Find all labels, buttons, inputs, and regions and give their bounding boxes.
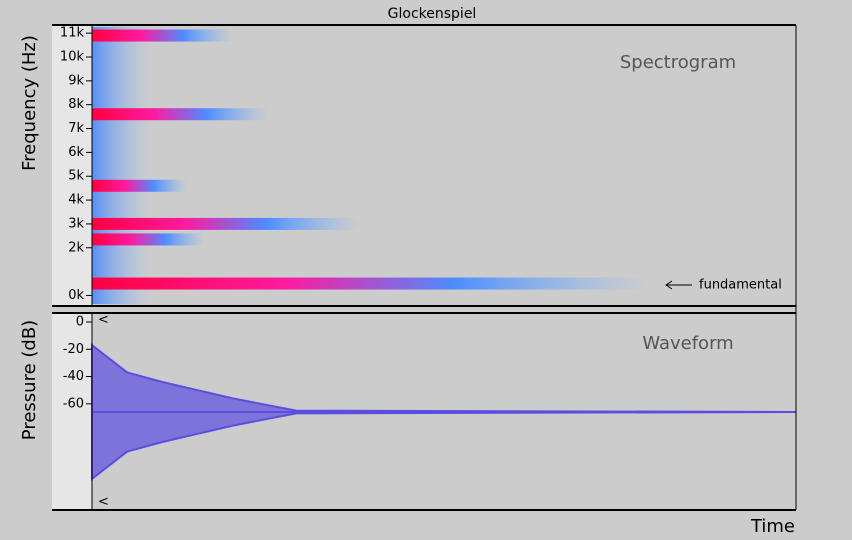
marker: < [98,313,109,328]
y-tick-label: 0 [76,315,84,330]
ruler [52,313,92,510]
y-tick-label: -60 [63,396,84,411]
arrow [665,280,692,290]
annotation: fundamental [699,278,782,293]
marker: < [98,495,109,510]
harmonic-band [92,277,649,290]
y-tick-label: 5k [68,169,84,184]
y-tick-label: -40 [63,369,84,384]
y-tick-label: 4k [68,193,84,208]
harmonic-band [92,108,268,121]
y-tick-label: 7k [68,121,84,136]
y-tick-label: 9k [68,73,84,88]
y-tick-label: 10k [60,50,85,65]
annotation: Spectrogram [620,52,736,73]
y-tick-label: 0k [68,288,84,303]
x-axis-label: Time [750,516,795,537]
annotation: Waveform [642,333,733,354]
y-tick-label: 2k [68,240,84,255]
harmonic-band [92,233,205,246]
y-tick-label: 6k [68,145,84,160]
y-tick-label: 8k [68,97,84,112]
onset-noise [92,27,152,304]
y-tick-label: 11k [60,26,85,41]
chart-title: Glockenspiel [388,6,477,22]
ruler [52,25,92,306]
y-tick-label: 3k [68,216,84,231]
harmonic-band [92,217,360,230]
y-tick-label: -20 [63,342,84,357]
y-axis-label: Frequency (Hz) [19,35,40,171]
harmonic-band [92,29,233,42]
waveform-envelope [91,411,797,481]
y-axis-label: Pressure (dB) [19,320,40,440]
waveform-envelope [91,343,797,413]
harmonic-band [92,179,188,192]
